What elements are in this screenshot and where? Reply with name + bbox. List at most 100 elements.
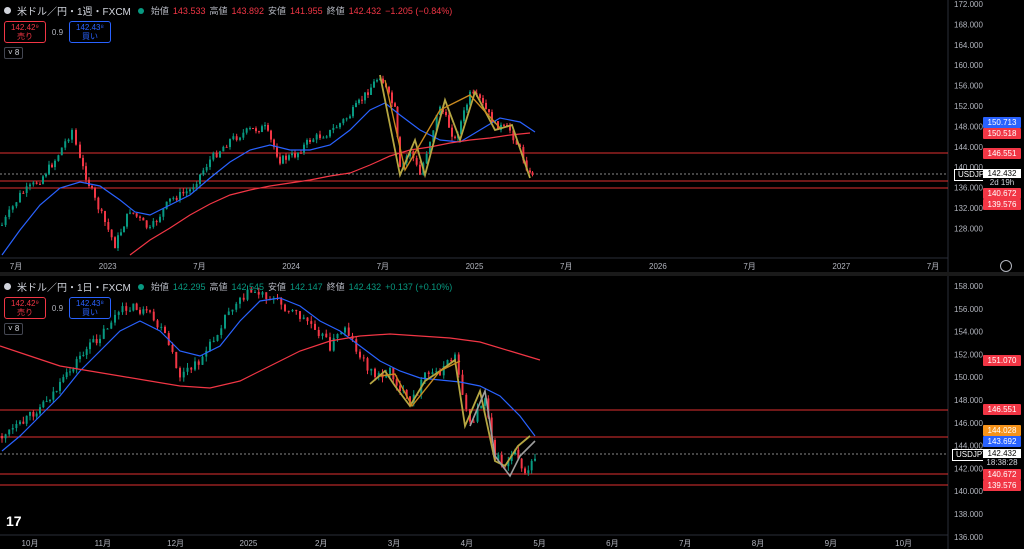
candle-body — [239, 297, 241, 304]
spread-value: 0.9 — [51, 303, 64, 313]
candle-body — [52, 391, 55, 400]
candle-body — [45, 174, 47, 177]
market-status-icon — [137, 7, 144, 14]
candle-body — [527, 470, 530, 474]
candle-body — [264, 125, 266, 127]
pane-separator[interactable] — [0, 272, 1024, 276]
sell-button[interactable]: 142.42⁹ 売り — [4, 21, 46, 43]
sell-button[interactable]: 142.42⁹ 売り — [4, 297, 46, 319]
candle-body — [25, 415, 28, 424]
candle-body — [55, 390, 58, 392]
indicator-collapse-button[interactable]: ˅ 8 — [4, 323, 24, 335]
buy-button[interactable]: 142.43⁸ 買い — [69, 21, 111, 43]
candle-body — [345, 118, 348, 120]
candle-body — [59, 381, 61, 391]
candle-body — [484, 398, 486, 406]
candle-body — [445, 111, 447, 116]
symbol-title[interactable]: 米ドル／円・1週・FXCM — [17, 7, 131, 18]
symbol-title[interactable]: 米ドル／円・1日・FXCM — [17, 283, 131, 294]
candle-body — [388, 86, 390, 93]
daily-blue-ma — [1, 297, 536, 452]
price-tick-label: 144.000 — [954, 442, 983, 451]
price-change: −1.205 (−0.84%) — [385, 5, 453, 16]
candle-body — [361, 99, 363, 101]
price-tick-label: 168.000 — [954, 20, 983, 29]
time-tick-label: 7月 — [10, 262, 22, 271]
candle-body — [135, 303, 138, 310]
candle-body — [82, 157, 84, 167]
price-tick-label: 146.000 — [954, 419, 983, 428]
candle-body — [352, 107, 354, 117]
line-price-label: 140.672 — [983, 469, 1021, 480]
candle-body — [302, 317, 305, 319]
candle-body — [314, 323, 316, 330]
candle-body — [374, 368, 376, 377]
tradingview-logo[interactable]: 17 — [6, 513, 22, 529]
time-tick-label: 9月 — [825, 539, 837, 548]
candle-body — [529, 170, 531, 173]
indicator-collapse-button[interactable]: ˅ 8 — [4, 47, 24, 59]
candle-body — [258, 131, 260, 133]
candle-body — [373, 81, 375, 88]
candle-body — [199, 174, 201, 184]
time-tick-label: 2027 — [832, 262, 850, 271]
candle-body — [419, 164, 421, 175]
candle-body — [359, 351, 361, 358]
candle-body — [485, 102, 487, 110]
candle-body — [175, 197, 178, 200]
candle-body — [35, 182, 38, 184]
candle-body — [152, 311, 155, 321]
weekly-chart-pane[interactable]: 172.000 168.000 164.000 160.000 156.000 152.0… — [0, 0, 1024, 272]
candle-body — [399, 137, 401, 167]
candle-body — [169, 198, 171, 202]
price-change: +0.137 (+0.10%) — [385, 281, 453, 292]
candle-body — [451, 127, 453, 137]
candle-body — [325, 333, 328, 338]
candle-body — [370, 87, 372, 95]
candle-body — [385, 374, 388, 378]
time-tick-label: 5月 — [533, 539, 545, 548]
time-tick-label: 2025 — [466, 262, 484, 271]
daily-chart-canvas[interactable]: 158.000 156.000 154.000 152.000 150.000 148.0… — [0, 276, 1024, 549]
candle-body — [72, 369, 75, 372]
candle-body — [303, 144, 305, 153]
candle-body — [321, 333, 324, 336]
candle-body — [506, 124, 508, 126]
price-tick-label: 164.000 — [954, 41, 983, 50]
candle-body — [322, 137, 325, 139]
candle-body — [110, 322, 113, 329]
candle-body — [22, 192, 25, 194]
candle-body — [75, 129, 77, 145]
candle-body — [175, 351, 178, 369]
candle-body — [189, 189, 191, 192]
candle-body — [534, 458, 536, 461]
daily-chart-pane[interactable]: 158.000 156.000 154.000 152.000 150.000 148.0… — [0, 276, 1024, 549]
candle-body — [215, 153, 218, 158]
market-status-icon — [137, 283, 144, 290]
candle-body — [370, 368, 373, 371]
time-tick-label: 2024 — [282, 262, 300, 271]
candle-body — [212, 340, 215, 342]
daily-zigzag-white — [469, 388, 536, 478]
candle-body — [409, 396, 411, 405]
candle-body — [394, 103, 396, 107]
candle-body — [299, 311, 301, 319]
candle-body — [427, 372, 430, 375]
weekly-chart-canvas[interactable]: 172.000 168.000 164.000 160.000 156.000 152.0… — [0, 0, 1024, 272]
candle-body — [194, 361, 196, 370]
price-tick-label: 128.000 — [954, 224, 983, 233]
candle-body — [79, 144, 81, 158]
candle-body — [279, 156, 281, 164]
candle-body — [197, 361, 200, 365]
candle-body — [295, 309, 298, 312]
candle-body — [42, 401, 45, 408]
candle-body — [22, 421, 25, 424]
candle-body — [15, 202, 18, 207]
candle-body — [149, 226, 151, 228]
candle-body — [261, 126, 263, 133]
time-tick-label: 11月 — [95, 539, 111, 548]
candle-body — [15, 424, 18, 429]
buy-button[interactable]: 142.43⁸ 買い — [69, 297, 111, 319]
candle-body — [205, 167, 208, 171]
settings-gear-icon[interactable] — [1000, 260, 1012, 272]
